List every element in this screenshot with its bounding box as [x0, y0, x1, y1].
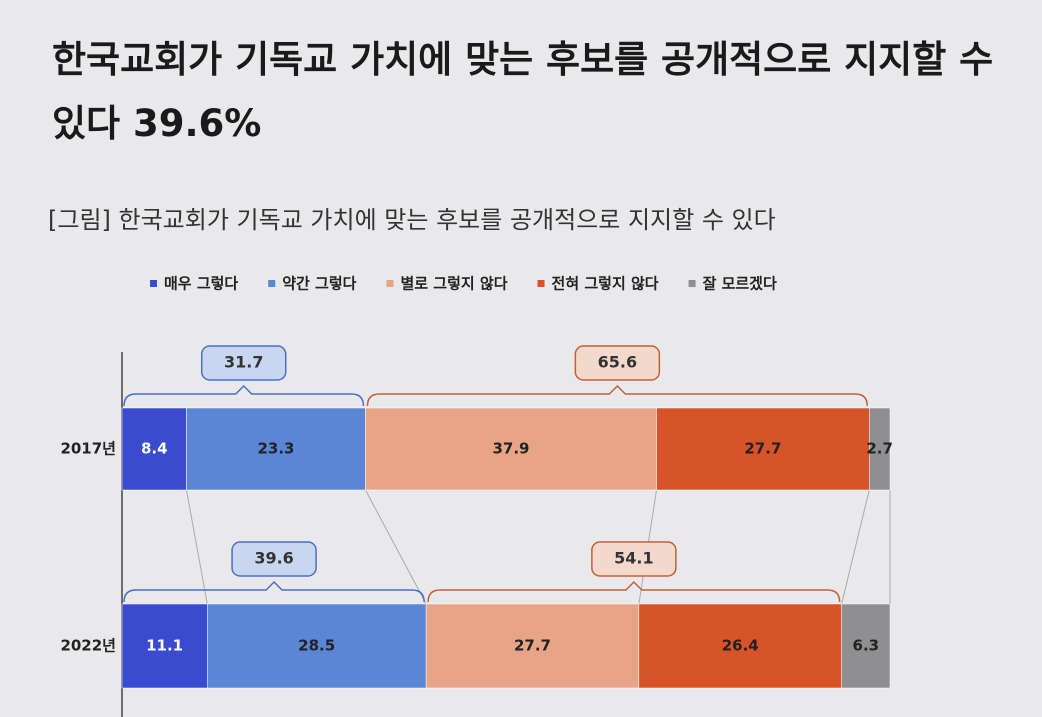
data-label: 27.7 — [514, 637, 551, 655]
data-label: 2.7 — [866, 440, 893, 458]
bar-segment — [365, 407, 657, 491]
data-label: 27.7 — [744, 440, 781, 458]
bar-segment — [841, 603, 891, 689]
connector — [186, 489, 208, 605]
legend-label: 전혀 그렇지 않다 — [552, 275, 659, 293]
bar-segment — [656, 407, 870, 491]
total-box — [231, 541, 317, 577]
legend-swatch — [386, 280, 394, 287]
chart-subtitle: [그림] 한국교회가 기독교 가치에 맞는 후보를 공개적으로 지지할 수 있다 — [48, 206, 776, 234]
data-label: 11.1 — [146, 637, 183, 655]
legend-swatch — [150, 280, 157, 287]
bracket — [427, 580, 841, 603]
total-label: 39.6 — [254, 549, 293, 568]
bracket — [123, 580, 425, 603]
total-label: 65.6 — [598, 353, 637, 372]
bar-segment — [206, 603, 427, 689]
total-box — [574, 345, 661, 381]
y-tick-label: 2017년 — [60, 440, 116, 458]
chart-title: 한국교회가 기독교 가치에 맞는 후보를 공개적으로 지지할 수 있다 39.6… — [52, 38, 994, 145]
data-label: 26.4 — [722, 637, 759, 655]
data-label: 23.3 — [257, 440, 294, 458]
total-box — [591, 541, 677, 577]
legend-label: 약간 그렇다 — [282, 275, 356, 293]
bar-segment — [869, 407, 891, 491]
data-label: 28.5 — [298, 637, 335, 655]
bar-segment — [121, 603, 208, 689]
total-box — [200, 345, 287, 381]
legend-label: 매우 그렇다 — [164, 275, 238, 293]
total-label: 54.1 — [614, 549, 653, 568]
data-label: 8.4 — [141, 440, 168, 458]
data-label: 6.3 — [853, 637, 880, 655]
connector — [365, 489, 427, 605]
bar-segment — [186, 407, 366, 491]
legend-swatch — [688, 280, 696, 287]
bracket — [123, 384, 365, 407]
connector — [841, 489, 870, 605]
legend-label: 별로 그렇지 않다 — [400, 275, 507, 293]
total-label: 31.7 — [224, 353, 263, 372]
bracket — [366, 384, 869, 407]
legend-swatch — [537, 280, 545, 287]
bar-segment — [638, 603, 842, 689]
legend-label: 잘 모르겠다 — [703, 275, 777, 293]
legend-swatch — [268, 280, 276, 287]
y-tick-label: 2022년 — [60, 637, 116, 655]
data-label: 37.9 — [492, 440, 529, 458]
bar-segment — [121, 407, 187, 491]
